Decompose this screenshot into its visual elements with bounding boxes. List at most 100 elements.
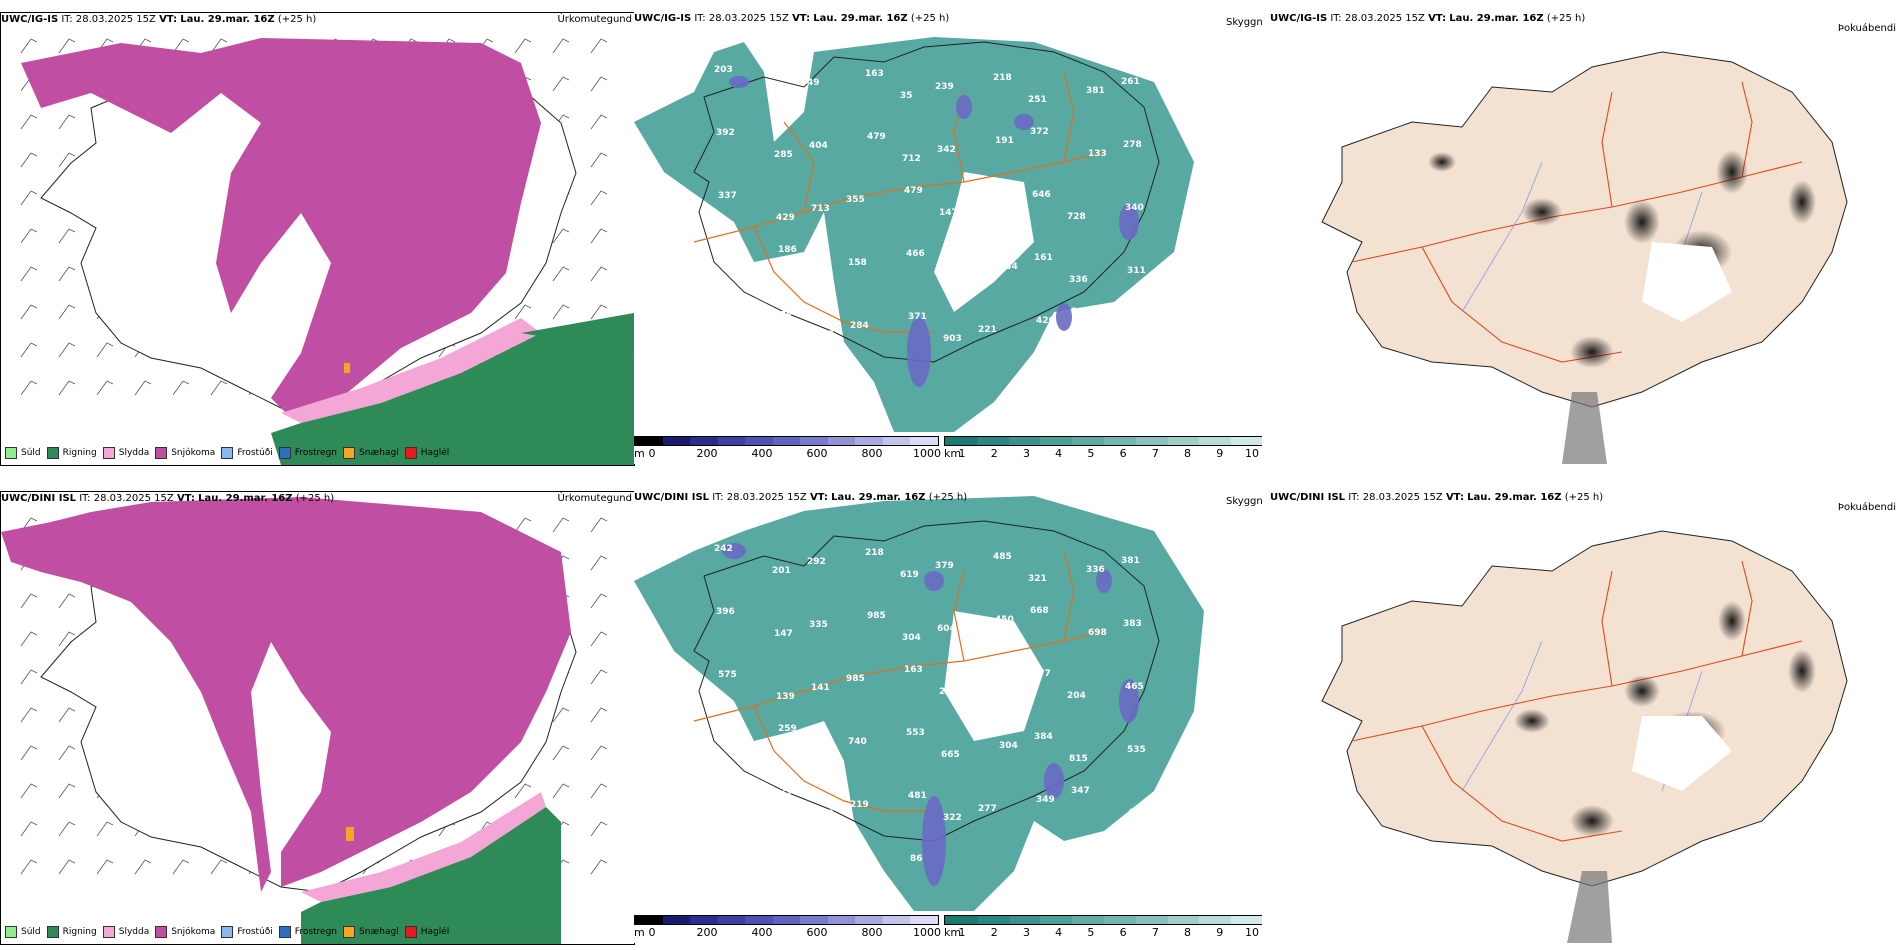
scale-tick-label: 5	[1087, 447, 1095, 460]
legend-item: Frostregn	[278, 447, 337, 459]
colorbar-cell	[827, 916, 856, 924]
peak-elevation-label: 302	[720, 733, 739, 743]
colorbar-cell	[745, 916, 773, 924]
header-bottom-cloud: UWC/DINI ISL IT: 28.03.2025 15Z VT: Lau.…	[634, 492, 968, 503]
iceland-outline	[693, 41, 1160, 363]
peak-elevation-label: 186	[778, 245, 797, 255]
wind-barb	[552, 745, 570, 761]
iceland-land	[1321, 51, 1848, 408]
legend-swatch	[102, 447, 115, 459]
colorbar-cell	[1103, 916, 1136, 924]
legend-item: Rigning	[46, 447, 97, 459]
peak-elevation-label: 387	[780, 308, 799, 318]
scale-tick-label: 800	[861, 447, 883, 460]
wind-barb	[20, 266, 38, 282]
wind-barb	[210, 38, 228, 54]
fog-map-top	[1321, 51, 1848, 464]
scale-tick-label: 4	[1055, 447, 1063, 460]
wind-barb	[20, 593, 38, 609]
wind-barb	[172, 859, 190, 875]
colorbar-cell	[976, 437, 1009, 445]
wind-barb	[20, 114, 38, 130]
wind-barb	[590, 783, 608, 799]
wind-barb	[96, 380, 114, 396]
wind-barb	[552, 517, 570, 533]
peak-elevation-label: 985	[846, 674, 865, 684]
legend-item: Snjókoma	[155, 926, 215, 938]
colorbar-cell	[635, 916, 663, 924]
colorbar-cell	[1167, 916, 1200, 924]
scale-tick-label: 0	[648, 447, 656, 460]
colorbar-cell	[772, 916, 801, 924]
peak-elevation-label: 203	[714, 65, 733, 75]
colorbar-cell	[945, 437, 977, 445]
rain-area	[301, 807, 561, 944]
colorbar-cell	[1103, 437, 1136, 445]
peak-elevation-label: 201	[772, 566, 791, 576]
peak-elevation-label: 815	[1069, 754, 1088, 764]
legend-label: Snæhagl	[359, 927, 399, 937]
snow-area	[21, 38, 541, 418]
peak-elevation-label: 304	[999, 741, 1018, 751]
scale-tick-label: 200	[696, 926, 718, 939]
legend-label: Frostregn	[294, 927, 338, 937]
colorbar-cell	[827, 437, 856, 445]
wind-barb	[20, 38, 38, 54]
panel-title-fog: Þokuábendi	[1837, 502, 1896, 513]
peak-elevation-label: 221	[978, 325, 997, 335]
wind-barb	[590, 821, 608, 837]
cloud-colorbar	[944, 915, 1264, 925]
peak-elevation-label: 147	[774, 629, 793, 639]
fog-roads	[1351, 560, 1803, 842]
scale-tick-label: 9	[1216, 447, 1224, 460]
rain-area	[271, 333, 634, 465]
scale-tick-label: 7	[1151, 447, 1159, 460]
fog-panel-bottom: UWC/DINI ISL IT: 28.03.2025 15Z VT: Lau.…	[1262, 491, 1900, 943]
header-top-cloud: UWC/IG-IS IT: 28.03.2025 15Z VT: Lau. 29…	[634, 13, 950, 24]
precip-map-top	[20, 38, 634, 465]
wind-barb	[590, 76, 608, 92]
wind-barb	[58, 745, 76, 761]
legend-item: Súld	[5, 926, 41, 938]
peak-elevation-label: 550	[813, 267, 832, 277]
scale-tick-label: 2	[990, 926, 998, 939]
wind-barb	[58, 304, 76, 320]
colorbar-cell	[1072, 437, 1104, 445]
scale-tick-label: 9	[1216, 926, 1224, 939]
scale-tick-label: 1	[958, 926, 966, 939]
peak-elevation-label: 418	[759, 850, 778, 860]
fog-plume	[1562, 392, 1607, 464]
wind-barb	[590, 593, 608, 609]
terrain-scale-top: m 0 200 400 600 800 1000	[634, 436, 941, 460]
legend-swatch	[155, 447, 168, 459]
peak-elevation-label: 450	[995, 615, 1014, 625]
wind-barb	[590, 38, 608, 54]
colorbar-cell	[910, 437, 939, 445]
legend-swatch	[102, 926, 115, 938]
peak-elevation-label: 285	[774, 150, 793, 160]
peak-elevation-label: 49	[807, 78, 820, 88]
peak-elevation-label: 219	[850, 800, 869, 810]
cloud-scale-bottom: km 1 2 3 4 5 6 7 8 9 10	[944, 915, 1264, 939]
legend-swatch	[343, 447, 356, 459]
wind-barb	[96, 342, 114, 358]
peak-elevation-label: 204	[1067, 691, 1086, 701]
peak-elevation-label: 42	[1129, 329, 1142, 339]
peak-elevation-label: 712	[902, 154, 921, 164]
peak-elevation-label: 240	[997, 199, 1016, 209]
colorbar-cell	[1072, 916, 1104, 924]
terrain-ticks: m 0 200 400 600 800 1000	[634, 446, 941, 460]
scale-tick-label: 8	[1184, 447, 1192, 460]
peak-elevation-label: 646	[1032, 190, 1051, 200]
legend-item: Frostregn	[278, 926, 338, 938]
peak-elevation-label: 33	[852, 863, 865, 873]
peak-elevation-label: 277	[978, 804, 997, 814]
peak-elevation-label: 239	[935, 82, 954, 92]
peak-elevation-label: 371	[908, 312, 927, 322]
colorbar-cell	[662, 437, 691, 445]
peak-elevation-label: 427	[817, 872, 836, 882]
peak-elevation-label: 218	[993, 73, 1012, 83]
header-bottom-precip: UWC/DINI ISL IT: 28.03.2025 15Z VT: Lau.…	[1, 493, 335, 504]
wind-barb	[552, 304, 570, 320]
legend-swatch	[404, 447, 417, 459]
